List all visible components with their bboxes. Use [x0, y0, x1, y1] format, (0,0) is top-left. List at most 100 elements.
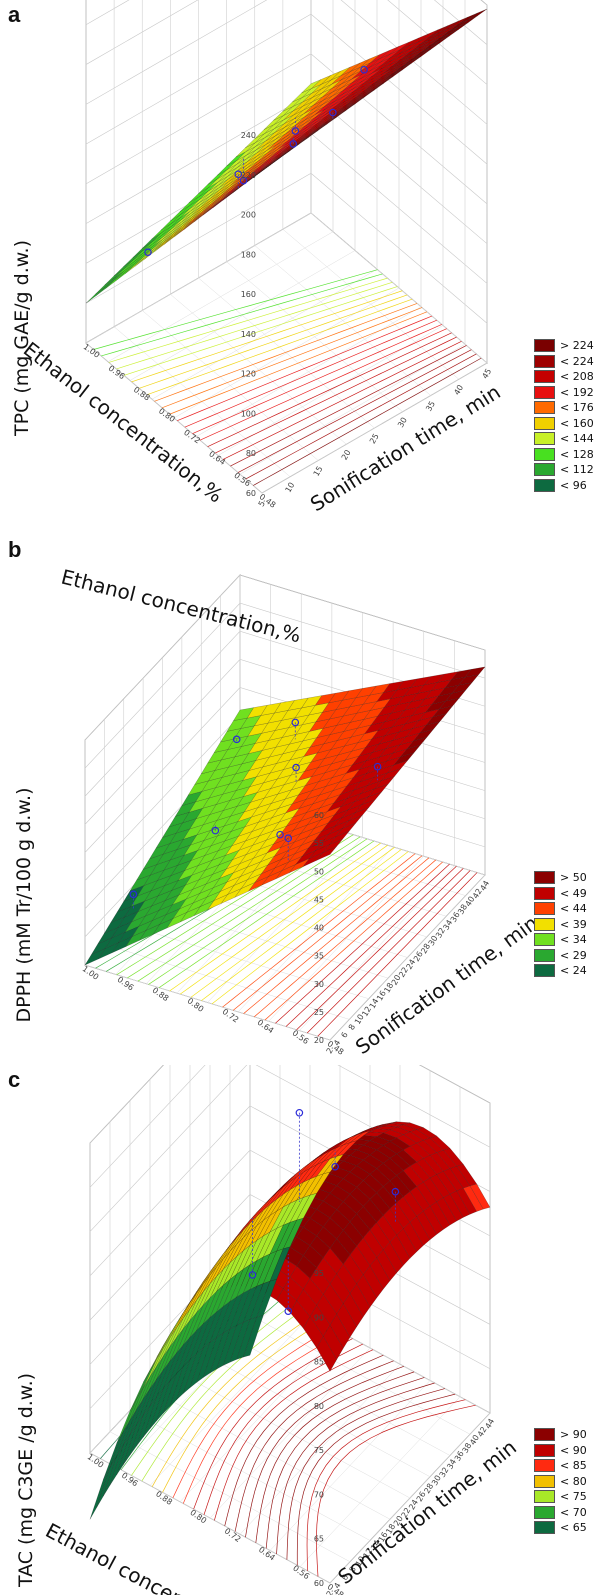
- y-tick-label: 40: [464, 895, 477, 908]
- z-tick-label: 160: [241, 290, 256, 299]
- y-tick-label: 42: [471, 887, 484, 900]
- legend-item: < 112: [534, 462, 594, 478]
- z-tick-label: 220: [241, 171, 256, 180]
- y-tick-label: 15: [312, 465, 325, 478]
- z-tick-label: 40: [314, 924, 324, 933]
- legend-label: < 24: [560, 964, 587, 978]
- y-tick-label: 2: [325, 1589, 335, 1595]
- observed-point-3: [292, 763, 300, 772]
- y-tick-label: 36: [449, 911, 462, 924]
- y-tick-label: 2: [325, 1046, 335, 1055]
- legend-swatch: [534, 1474, 555, 1488]
- z-tick-label: 45: [314, 895, 324, 904]
- z-tick-label: 55: [314, 839, 324, 848]
- y-tick-label: 16: [375, 989, 388, 1002]
- legend-label: < 44: [560, 902, 587, 916]
- legend-item: < 24: [534, 963, 587, 979]
- legend-label: > 90: [560, 1428, 587, 1442]
- y-tick-label: 18: [384, 1522, 397, 1535]
- y-tick-label: 42: [476, 1425, 489, 1438]
- y-tick-label: 22: [400, 1506, 413, 1519]
- legend-label: < 49: [560, 886, 587, 900]
- z-tick-label: 120: [241, 370, 256, 379]
- legend-swatch: [534, 948, 555, 962]
- z-tick-label: 30: [314, 980, 324, 989]
- y-tick-label: 14: [369, 1539, 382, 1552]
- observed-point-1: [284, 834, 293, 843]
- y-tick-label: 24: [405, 958, 418, 971]
- z-tick-label: 80: [314, 1402, 324, 1411]
- legend-item: > 224: [534, 338, 594, 354]
- z-tick-label: 240: [241, 131, 256, 140]
- legend-swatch: [534, 401, 555, 415]
- z-axis-title: TAC (mg C3GE /g d.w.): [15, 1373, 37, 1588]
- y-tick-label: 32: [438, 1466, 451, 1479]
- legend-item: < 80: [534, 1474, 587, 1490]
- legend-swatch: [534, 354, 555, 368]
- y-tick-label: 4: [332, 1581, 342, 1590]
- legend-label: < 144: [560, 432, 594, 446]
- observed-point-4: [291, 718, 300, 727]
- observed-point-5: [144, 248, 152, 256]
- observed-point-0: [373, 762, 382, 771]
- y-tick-label: 38: [456, 903, 469, 916]
- legend-a: > 224 < 224 < 208 < 192 < 176 < 160 < 144 < 128…: [534, 338, 594, 493]
- observed-points: [144, 65, 368, 256]
- y-tick-label: 30: [430, 1474, 443, 1487]
- legend-label: < 34: [560, 933, 587, 947]
- z-tick-label: 65: [314, 1535, 324, 1544]
- y-tick-label: 5: [257, 499, 267, 508]
- legend-label: < 224: [560, 354, 594, 368]
- surface-plot-c: 60657075808590950.480.560.640.720.800.88…: [15, 1065, 521, 1595]
- observed-point-4: [295, 1108, 304, 1117]
- legend-item: < 192: [534, 385, 594, 401]
- y-tick-label: 4: [332, 1038, 342, 1047]
- legend-swatch: [534, 447, 555, 461]
- observed-point-6: [232, 735, 241, 744]
- y-tick-label: 18: [382, 981, 395, 994]
- legend-swatch: [534, 416, 555, 430]
- legend-swatch: [534, 370, 555, 384]
- legend-label: > 224: [560, 339, 594, 353]
- y-tick-label: 26: [415, 1490, 428, 1503]
- observed-point-1: [284, 1307, 293, 1315]
- legend-label: < 75: [560, 1490, 587, 1504]
- legend-item: < 34: [534, 932, 587, 948]
- chart-panel-c: c 60 65 70 75 80 85 90 95 0.48 0.56 0.64 0.72 0.80 0.…: [0, 1065, 616, 1595]
- legend-swatch: [534, 1459, 555, 1473]
- y-tick-label: 44: [483, 1417, 496, 1430]
- y-tick-label: 24: [407, 1498, 420, 1511]
- z-axis-title: DPPH (mM Tr/100 g d.w.): [13, 787, 35, 1022]
- y-tick-label: 22: [397, 966, 410, 979]
- y-tick-label: 10: [353, 1013, 366, 1026]
- legend-swatch: [534, 933, 555, 947]
- panel-label-b: b: [8, 537, 22, 562]
- tick-labels: 60657075808590950.480.560.640.720.800.88…: [86, 1269, 497, 1595]
- y-tick-label: 30: [396, 416, 409, 429]
- observed-point-2: [289, 140, 298, 148]
- z-axis-title: TPC (mg GAE/g d.w.): [11, 240, 33, 437]
- y-tick-label: 32: [434, 926, 447, 939]
- surface-plot-b: 2025303540455055600.480.560.640.720.800.…: [13, 565, 542, 1055]
- observed-point-2: [276, 830, 284, 839]
- legend-swatch: [534, 1443, 555, 1457]
- y-tick-label: 14: [368, 997, 381, 1010]
- z-tick-label: 95: [314, 1269, 324, 1278]
- legend-item: < 160: [534, 416, 594, 432]
- z-tick-label: 90: [314, 1313, 324, 1322]
- response-surface: [84, 666, 486, 966]
- legend-label: < 112: [560, 463, 594, 477]
- y-tick-label: 10: [284, 481, 297, 494]
- panel-label-a: a: [8, 2, 21, 27]
- y-tick-label: 35: [424, 400, 437, 413]
- y-tick-label: 16: [377, 1530, 390, 1543]
- legend-item: < 90: [534, 1443, 587, 1459]
- z-tick-label: 180: [241, 250, 256, 259]
- y-tick-label: 6: [340, 1573, 350, 1582]
- legend-item: < 224: [534, 354, 594, 370]
- legend-swatch: [534, 478, 555, 492]
- y-tick-label: 30: [427, 934, 440, 947]
- legend-label: < 85: [560, 1459, 587, 1473]
- legend-swatch: [534, 871, 555, 885]
- legend-label: < 128: [560, 447, 594, 461]
